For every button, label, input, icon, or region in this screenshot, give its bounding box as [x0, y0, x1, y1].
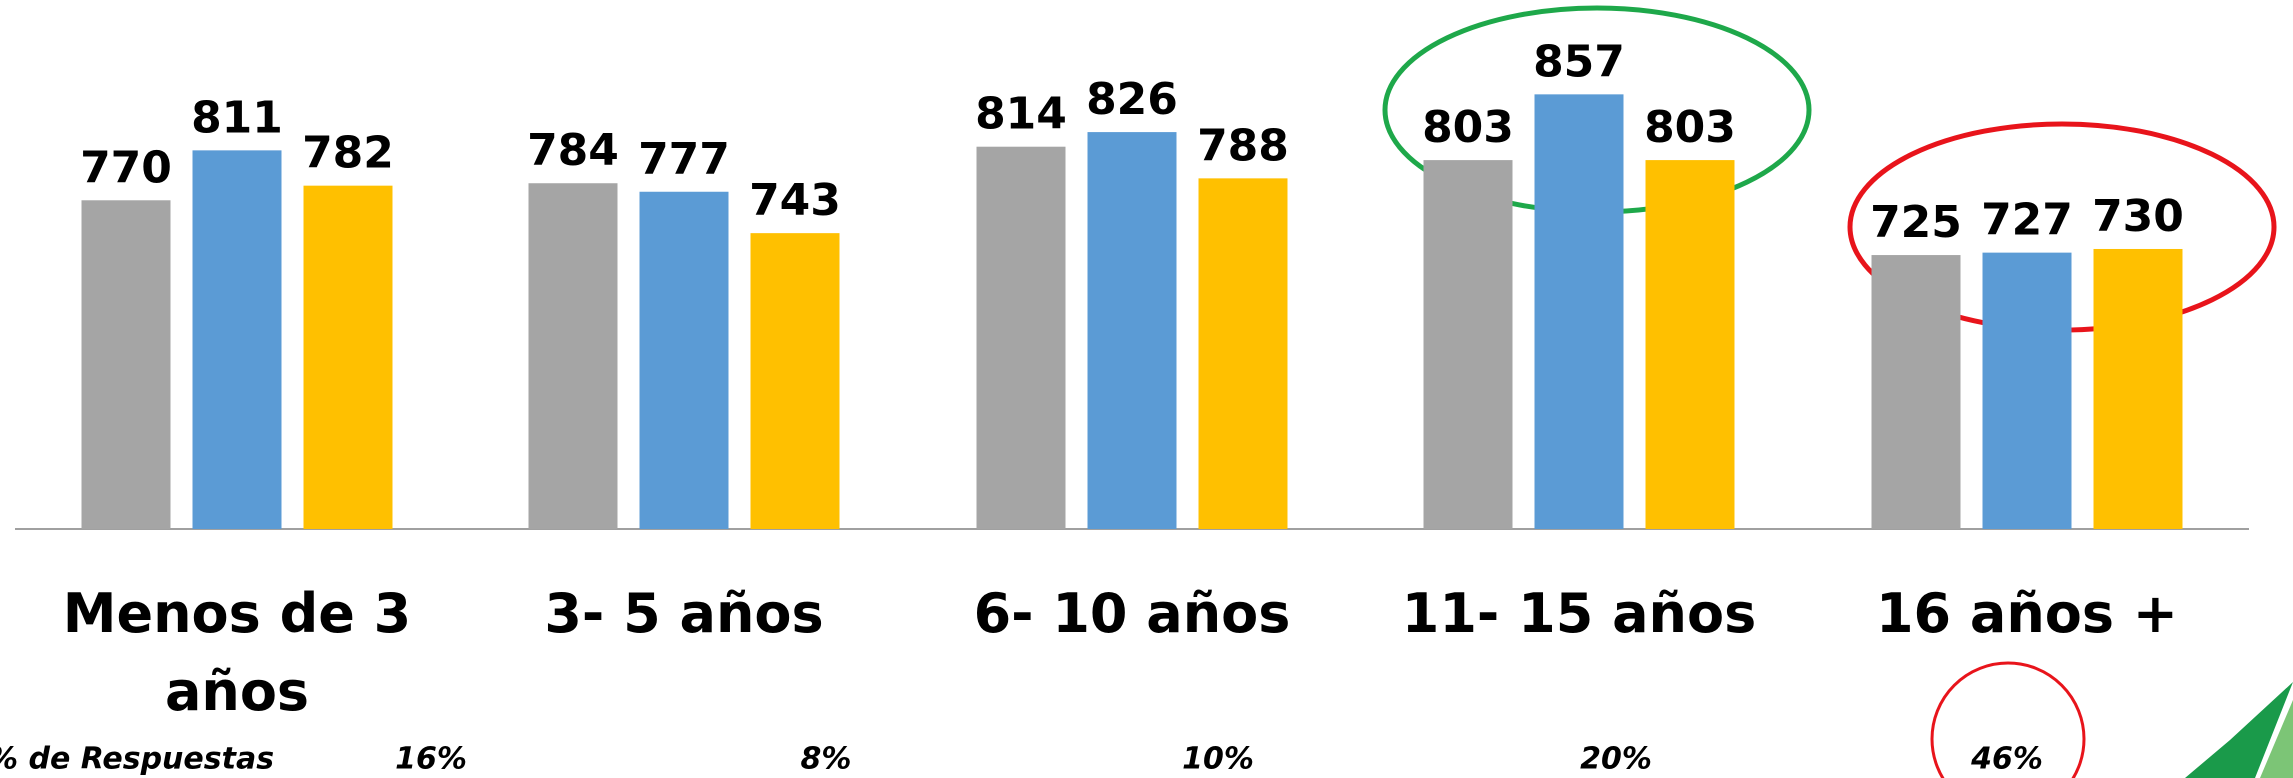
data-label: 727	[1981, 195, 2073, 246]
data-label: 811	[191, 92, 283, 143]
bar	[1423, 160, 1513, 529]
data-label: 784	[527, 125, 619, 176]
data-label: 788	[1197, 120, 1289, 171]
x-tick-label: 16 años +	[1875, 582, 2179, 645]
data-label: 814	[975, 89, 1067, 140]
bar	[750, 233, 840, 529]
bar	[1087, 132, 1177, 529]
data-label: 770	[80, 142, 172, 193]
bar	[976, 146, 1066, 529]
data-label: 803	[1644, 102, 1736, 153]
share-label: 16%	[395, 742, 467, 777]
share-label: 20%	[1580, 742, 1652, 777]
data-label: 777	[638, 134, 730, 185]
share-label: 46%	[1970, 742, 2043, 777]
data-label: 725	[1870, 197, 1962, 248]
data-label: 730	[2092, 191, 2184, 242]
bar	[1198, 178, 1288, 530]
x-tick-label: Menos de 3 años	[62, 582, 412, 723]
bar	[639, 191, 729, 529]
share-label: 8%	[801, 742, 852, 777]
bar	[1645, 160, 1735, 529]
x-tick-label: 6- 10 años	[973, 582, 1291, 645]
data-label: 743	[749, 175, 841, 226]
data-label: 826	[1086, 74, 1178, 125]
bar	[528, 183, 618, 530]
highlight-circle	[1930, 661, 2086, 778]
bar	[1982, 252, 2072, 529]
x-tick-label: 3- 5 años	[544, 582, 824, 645]
data-label: 782	[302, 128, 394, 179]
bar	[2093, 248, 2183, 529]
logo	[2185, 682, 2293, 778]
bar	[303, 185, 393, 530]
x-tick-label: 11- 15 años	[1401, 582, 1757, 645]
share-label: 10%	[1182, 742, 1254, 777]
bar	[1871, 255, 1961, 529]
data-label: 857	[1533, 36, 1625, 87]
data-label: 803	[1422, 102, 1514, 153]
bar	[192, 150, 282, 530]
row-label: % de Respuestas	[0, 742, 274, 777]
bar	[81, 200, 171, 529]
logo	[2260, 700, 2293, 778]
bar	[1534, 94, 1624, 529]
